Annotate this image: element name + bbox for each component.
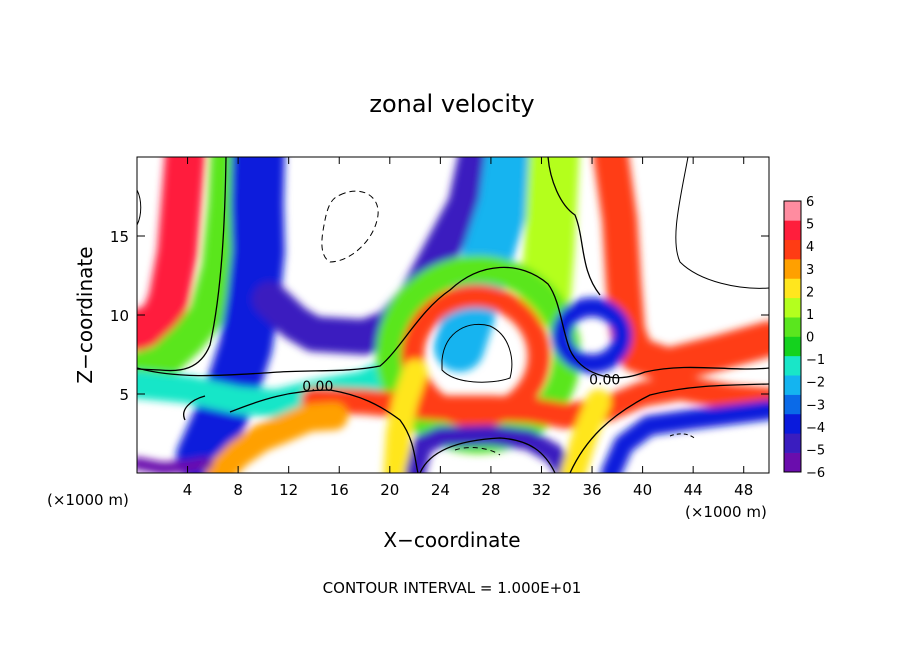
field-band-0 — [137, 157, 206, 351]
field-band-11 — [205, 402, 349, 473]
contour-line — [321, 190, 379, 263]
contour-labels: 0.00 0.00 — [302, 373, 620, 395]
colorbar-label: −2 — [806, 376, 825, 391]
x-tick-label: 20 — [380, 481, 399, 499]
colorbar: 6 5 4 3 2 1 0 −1 −2 −3 −4 −5 −6 — [783, 195, 825, 481]
colorbar-swatch — [784, 220, 801, 241]
colorbar-frame — [783, 200, 802, 473]
contour-line — [547, 157, 601, 296]
x-axis-label: X−coordinate — [383, 528, 520, 552]
contour-line — [669, 433, 697, 441]
field-band-5 — [434, 157, 536, 372]
colorbar-label: 2 — [806, 285, 814, 300]
contour-line — [454, 447, 501, 456]
contour-line — [675, 157, 769, 289]
y-axis-ticks: 5 10 15 — [110, 228, 769, 404]
colorbar-label: 6 — [806, 195, 814, 210]
field-band-3 — [137, 351, 417, 418]
colorbar-swatch — [784, 433, 801, 453]
x-tick-label: 24 — [431, 481, 450, 499]
x-tick-label: 44 — [684, 481, 703, 499]
field-band-7 — [593, 157, 769, 384]
colorbar-label: −3 — [806, 398, 825, 413]
colorbar-swatch — [784, 375, 801, 395]
colorbar-label: 0 — [806, 331, 814, 346]
y-axis-label: Z−coordinate — [73, 246, 97, 383]
x-tick-label: 16 — [330, 481, 349, 499]
colorbar-label: −5 — [806, 443, 825, 458]
colorbar-swatch — [784, 413, 801, 434]
colorbar-swatch — [784, 297, 801, 318]
y-tick-label: 10 — [110, 307, 129, 325]
y-tick-label: 15 — [110, 228, 129, 246]
x-axis-ticks: 4 8 12 16 20 24 28 32 36 40 44 48 — [183, 157, 753, 499]
x-tick-label: 32 — [532, 481, 551, 499]
field-band-12 — [383, 359, 428, 473]
field-band-1 — [137, 157, 246, 388]
colorbar-swatch — [784, 355, 801, 376]
x-unit-left: (×1000 m) — [47, 491, 129, 509]
field-band-6 — [520, 157, 580, 325]
x-tick-label: 48 — [734, 481, 753, 499]
field-band-13 — [405, 425, 577, 473]
x-tick-label: 40 — [633, 481, 652, 499]
field-band-17 — [137, 457, 213, 473]
colorbar-label: 3 — [806, 263, 814, 278]
x-tick-label: 4 — [183, 481, 193, 499]
colorbar-swatch — [784, 259, 801, 279]
contour-line — [229, 389, 419, 473]
x-tick-label: 36 — [582, 481, 601, 499]
x-unit-right: (×1000 m) — [685, 503, 767, 521]
colorbar-label: −6 — [806, 466, 825, 481]
contour-line — [183, 395, 206, 421]
contour-label: 0.00 — [302, 379, 333, 395]
colorbar-swatch — [784, 336, 801, 357]
contour-line — [419, 437, 556, 473]
contour-line — [441, 323, 513, 383]
x-tick-label: 28 — [481, 481, 500, 499]
colorbar-label: 5 — [806, 218, 814, 233]
colorbar-swatch — [784, 201, 801, 221]
contour-lines — [137, 157, 769, 473]
chart-title: zonal velocity — [369, 90, 534, 118]
velocity-field — [137, 157, 769, 473]
colorbar-label: −1 — [806, 353, 825, 368]
contour-interval-footer: CONTOUR INTERVAL = 1.000E+01 — [323, 579, 582, 597]
x-tick-label: 8 — [233, 481, 243, 499]
colorbar-label: 4 — [806, 240, 814, 255]
contour-line — [137, 189, 142, 226]
field-band-15 — [600, 399, 769, 473]
colorbar-swatch — [784, 278, 801, 299]
colorbar-label: −4 — [806, 421, 825, 436]
colorbar-swatch — [784, 452, 801, 473]
colorbar-swatch — [784, 239, 801, 260]
contour-line — [569, 383, 769, 473]
colorbar-label: 1 — [806, 308, 814, 323]
field-ring-16 — [552, 297, 632, 374]
contour-line — [137, 266, 769, 379]
y-tick-label: 5 — [119, 386, 129, 404]
colorbar-swatch — [784, 394, 801, 415]
contour-label: 0.00 — [589, 373, 620, 389]
contour-line — [137, 157, 227, 372]
colorbar-swatch — [784, 317, 801, 337]
x-tick-label: 12 — [279, 481, 298, 499]
